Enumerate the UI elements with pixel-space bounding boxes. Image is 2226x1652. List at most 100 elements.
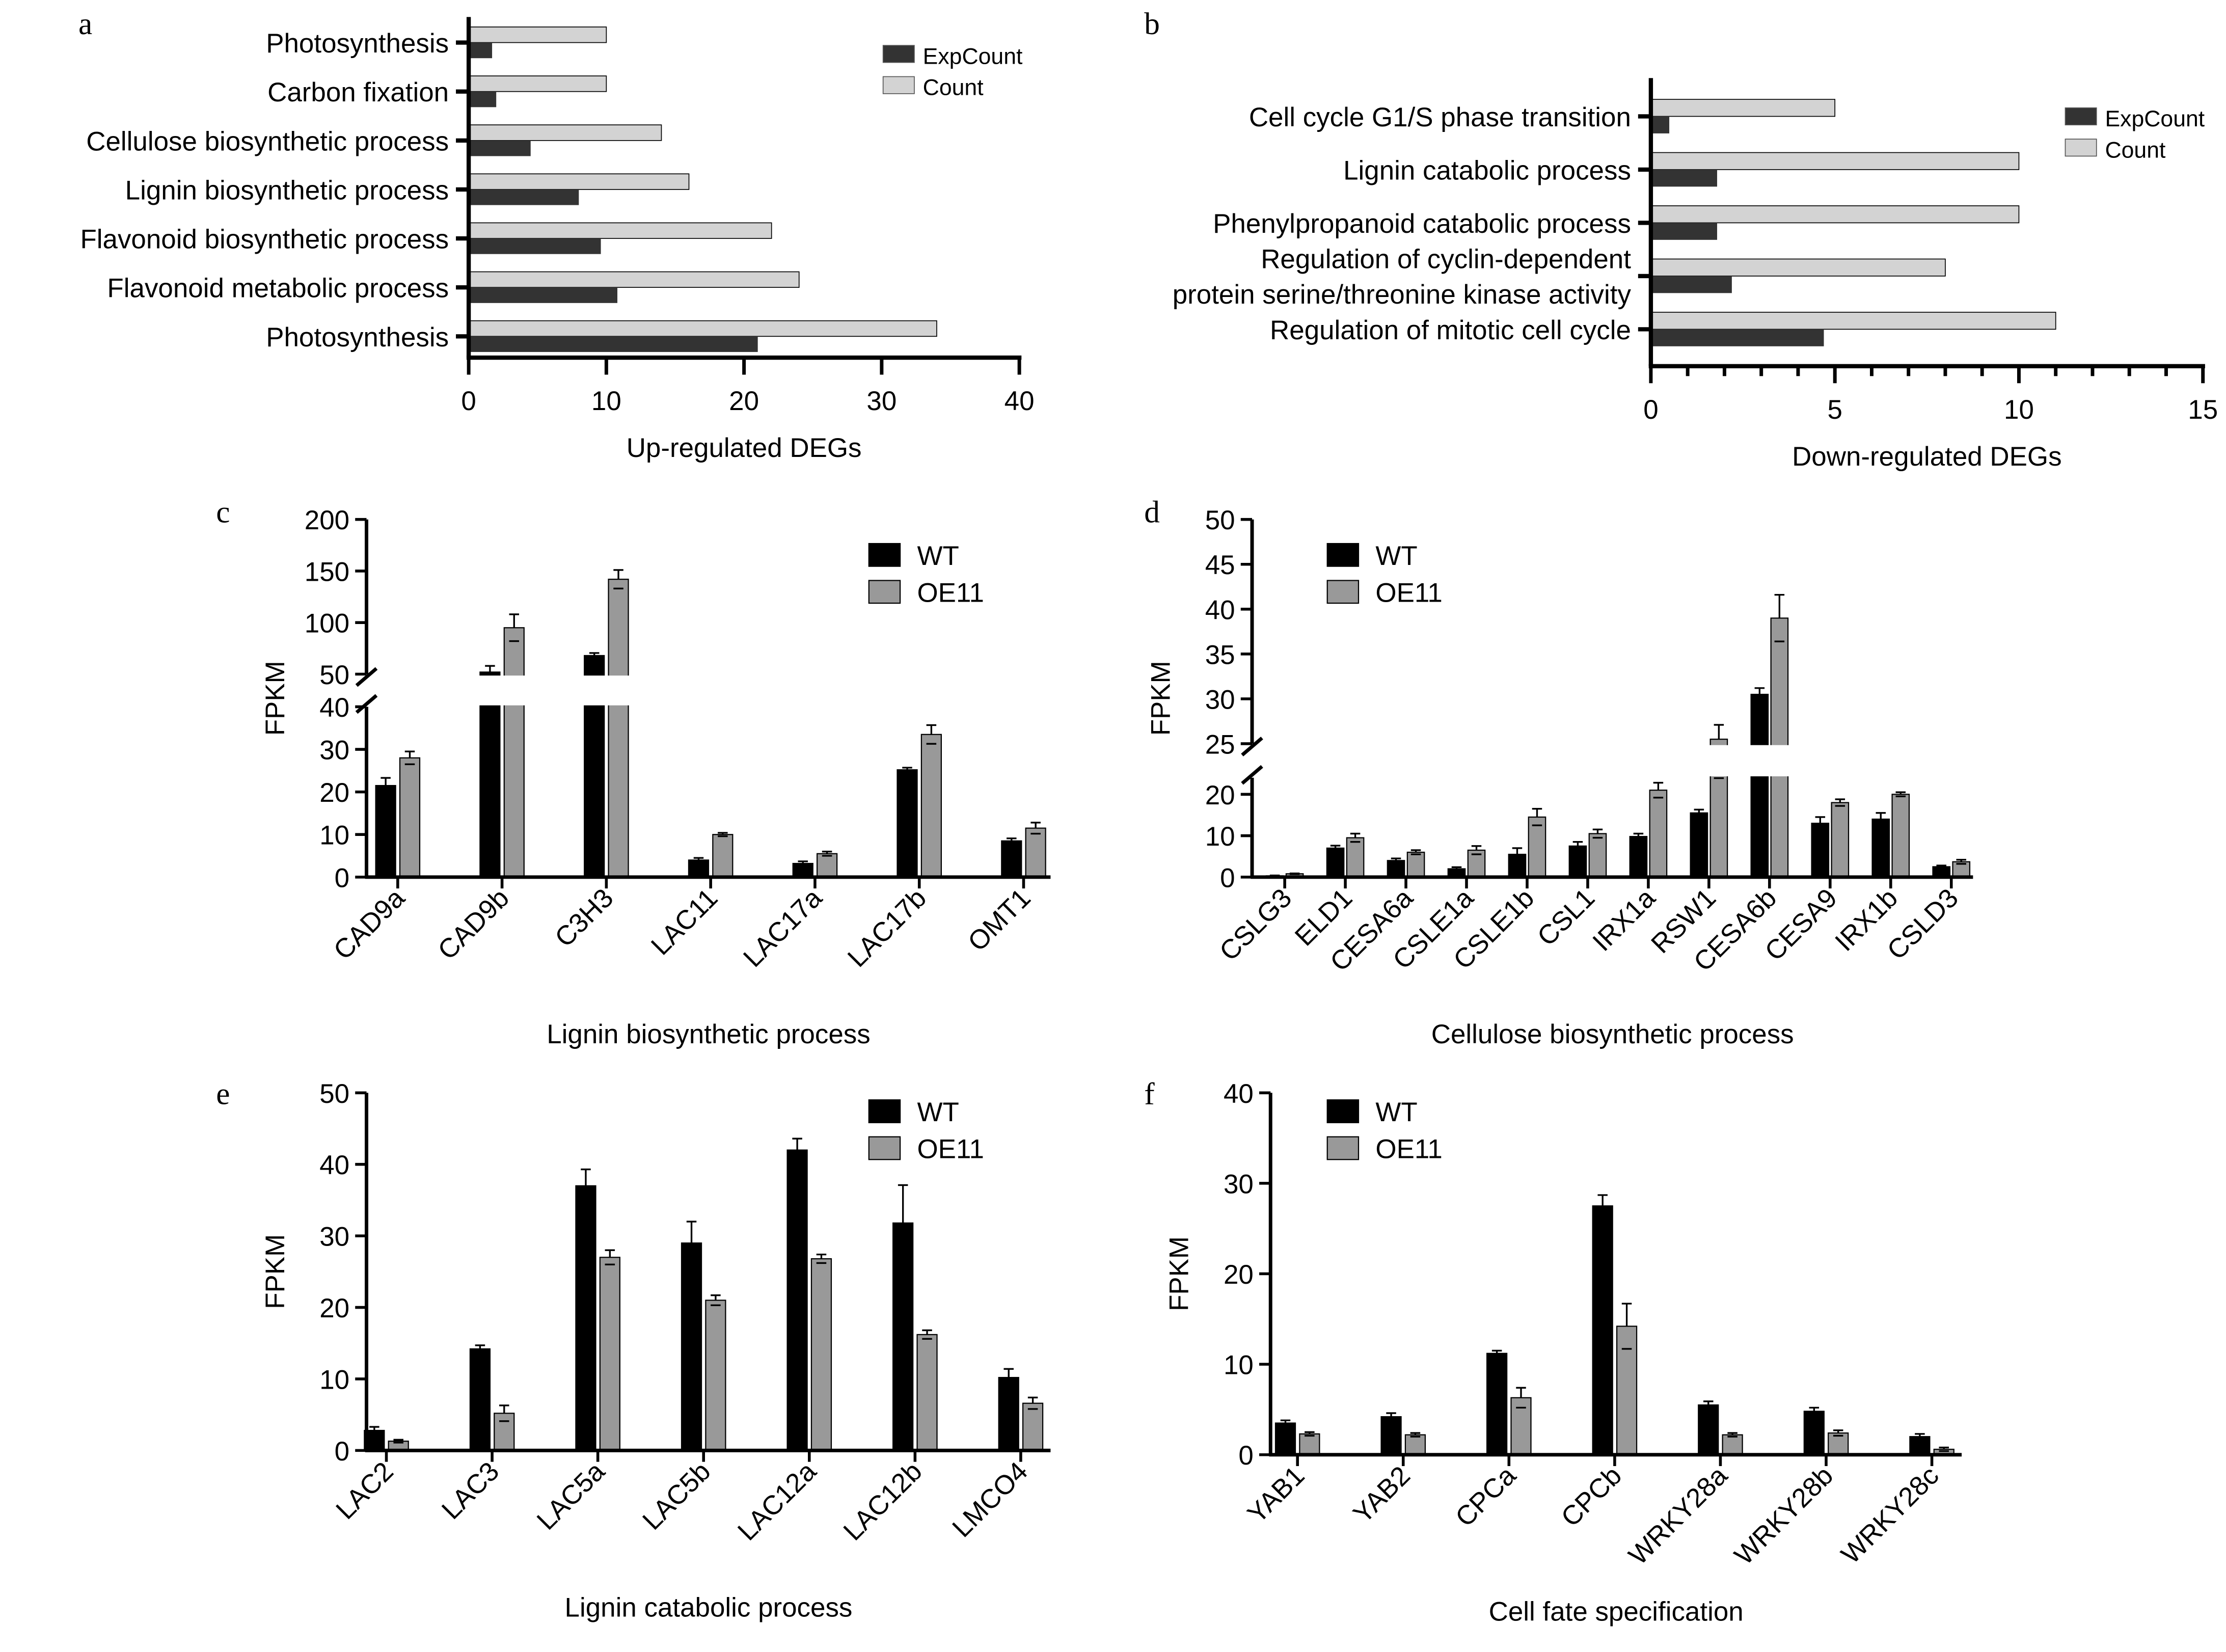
category-label: Flavonoid biosynthetic process: [80, 225, 449, 255]
legend-swatch-expcount: [882, 45, 915, 63]
legend-label-count: Count: [923, 75, 984, 100]
y-tick-label: 10: [1205, 822, 1235, 852]
y-tick-label: 40: [319, 693, 349, 723]
panel-label-c: c: [216, 495, 230, 529]
category-label: LAC5b: [637, 1456, 716, 1536]
bar-wt: [1380, 1416, 1402, 1455]
category-label: CSL1: [1532, 883, 1600, 952]
bar-oe11: [916, 1334, 938, 1451]
y-tick-label: 50: [319, 660, 349, 690]
bar-oe11: [810, 1258, 832, 1451]
legend-label-expcount: ExpCount: [2105, 106, 2205, 131]
category-label: Lignin catabolic process: [1343, 155, 1631, 185]
category-label: LMCO4: [946, 1456, 1034, 1543]
y-tick-label: 30: [1224, 1169, 1254, 1199]
bar-wt: [1629, 836, 1648, 878]
bar-wt: [1871, 818, 1890, 878]
axis-break-mark: [355, 694, 378, 714]
category-label: protein serine/threonine kinase activity: [1173, 280, 1632, 310]
panel-label-a: a: [78, 7, 92, 41]
bar-count: [1650, 205, 2020, 224]
panel-d: dCSLG3ELD1CESA6aCSLE1aCSLE1bCSL1IRX1aRSW…: [1144, 495, 1976, 1049]
y-tick-label: 10: [319, 821, 349, 851]
bar-expcount: [469, 336, 758, 352]
bar-wt: [1750, 693, 1769, 878]
bar-wt: [375, 784, 396, 878]
category-label: WRKY28c: [1835, 1460, 1944, 1569]
x-axis-title: Lignin biosynthetic process: [547, 1019, 870, 1049]
bar-oe11: [608, 579, 629, 878]
bar-oe11: [1022, 1402, 1044, 1451]
panel-label-b: b: [1144, 7, 1160, 41]
category-label: LAC5a: [531, 1456, 611, 1536]
bar-wt: [998, 1377, 1019, 1451]
bar-count: [468, 124, 662, 141]
bar-wt: [469, 1348, 491, 1451]
legend-swatch-oe11: [1326, 580, 1360, 604]
y-axis-title: FPKM: [260, 1234, 290, 1309]
y-tick-label: 0: [335, 863, 349, 893]
x-axis-title: Lignin catabolic process: [565, 1592, 853, 1622]
legend-label-wt: WT: [1375, 1097, 1417, 1127]
bar-wt: [1811, 823, 1830, 878]
category-label: Carbon fixation: [267, 77, 449, 107]
legend-swatch-wt: [868, 1099, 901, 1123]
bar-oe11: [1406, 851, 1425, 878]
bar-oe11: [920, 734, 942, 878]
bar-wt: [1508, 853, 1527, 878]
axis-break-gap: [1255, 745, 1976, 776]
bar-expcount: [1650, 169, 1717, 187]
y-tick-label: 20: [1224, 1260, 1254, 1290]
bar-expcount: [469, 91, 497, 107]
panel-label-e: e: [216, 1077, 230, 1112]
category-label: LAC12a: [732, 1456, 822, 1546]
x-tick-label: 15: [2188, 395, 2218, 425]
axis-break-mark: [1241, 737, 1263, 756]
legend-label-wt: WT: [917, 1097, 959, 1127]
y-tick-label: 0: [1238, 1441, 1253, 1471]
bar-expcount: [469, 287, 617, 303]
x-axis-title: Down-regulated DEGs: [1792, 442, 2061, 472]
category-label: WRKY28b: [1729, 1460, 1839, 1570]
bar-expcount: [469, 238, 601, 254]
bar-wt: [681, 1242, 702, 1451]
y-tick-label: 30: [1205, 685, 1235, 715]
bar-count: [468, 26, 607, 43]
category-label: Cellulose biosynthetic process: [86, 126, 449, 156]
x-tick-label: 30: [866, 386, 897, 416]
category-label: CAD9a: [328, 883, 411, 966]
bar-expcount: [469, 189, 579, 205]
bar-wt: [1909, 1436, 1931, 1455]
bar-oe11: [599, 1257, 620, 1451]
bar-expcount: [469, 140, 531, 156]
legend-swatch-count: [882, 76, 915, 94]
category-label: Regulation of mitotic cell cycle: [1270, 315, 1631, 345]
bar-expcount: [1650, 276, 1732, 293]
x-axis-title: Up-regulated DEGs: [627, 433, 862, 463]
category-label: CPCb: [1556, 1460, 1628, 1533]
bar-wt: [786, 1149, 808, 1451]
axis-break-mark: [1241, 765, 1263, 785]
panel-label-f: f: [1144, 1077, 1155, 1112]
legend-swatch-wt: [1326, 543, 1360, 567]
bar-count: [468, 75, 607, 92]
bar-oe11: [494, 1413, 515, 1451]
bar-count: [1650, 99, 1836, 117]
y-axis-title: FPKM: [1146, 661, 1176, 736]
y-tick-label: 20: [319, 1293, 349, 1323]
category-label: Flavonoid metabolic process: [107, 274, 449, 304]
bar-expcount: [1650, 329, 1824, 346]
y-tick-label: 150: [305, 557, 349, 587]
x-tick-label: 20: [729, 386, 759, 416]
legend-label-oe11: OE11: [1375, 578, 1442, 608]
x-tick-label: 10: [2004, 395, 2034, 425]
bar-wt: [1690, 812, 1708, 878]
y-tick-label: 200: [305, 505, 349, 535]
bar-oe11: [1649, 790, 1668, 878]
y-tick-label: 10: [1224, 1350, 1254, 1380]
bar-oe11: [503, 627, 525, 878]
bar-oe11: [1588, 833, 1607, 878]
category-label: Regulation of cyclin-dependent: [1261, 245, 1631, 275]
y-tick-label: 50: [1205, 505, 1235, 535]
y-tick-label: 0: [1220, 863, 1235, 893]
